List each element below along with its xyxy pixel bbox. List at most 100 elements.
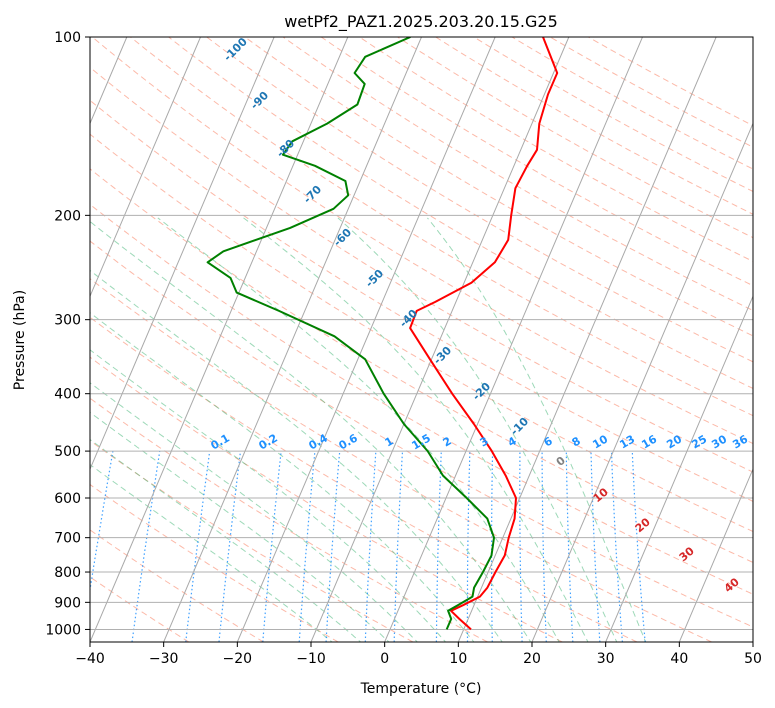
mixing-ratio-label: 25 [689,433,709,452]
mixing-ratio-label: 10 [590,432,610,451]
moist-adiabat [427,217,647,642]
x-tick-label: −40 [75,651,105,667]
moist-adiabat [90,312,475,642]
dry-adiabat [130,37,753,417]
dewpoint-profile [206,37,495,630]
series-layer [206,37,559,631]
dry-adiabat [435,37,753,215]
moist-adiabat [157,217,560,642]
y-tick-label: 100 [54,30,81,46]
dry-adiabat [90,240,753,628]
moist-adiabat [337,217,618,642]
isotherm-line [752,640,753,642]
mixing-ratio-line [298,451,316,642]
y-tick-label: 500 [54,444,81,460]
temperature-profile [409,37,559,631]
y-tick-label: 1000 [45,622,81,638]
x-tick-label: −30 [149,651,179,667]
mixing-ratio-line [185,451,211,642]
mixing-ratio-line [262,451,282,642]
y-tick-label: 700 [54,531,81,547]
tick-layer: −40 −30 −20 −10 0 10 20 30 40 5010020030040050060… [45,30,762,667]
isotherm-label: -100 [221,35,250,64]
mixing-ratio-line [590,451,601,642]
isotherm-line [384,37,643,642]
plot-frame [89,36,754,643]
isotherm-line [457,37,717,642]
dry-adiabat [90,440,414,642]
y-tick-label: 900 [54,595,81,611]
isotherm-label: -60 [331,226,354,249]
mixing-ratio-label: 0.6 [337,431,361,452]
x-axis-label: Temperature (°C) [360,681,482,697]
mixing-ratio-label: 0.1 [209,431,232,452]
chart-title: wetPf2_PAZ1.2025.203.20.15.G25 [284,12,558,32]
isotherm-label: -70 [301,183,324,206]
isotherm-label: -90 [248,89,271,112]
isotherm-line [90,37,275,471]
mixing-ratio-line [610,451,623,642]
dry-adiabat-label: 30 [677,544,697,564]
mixing-ratio-label: 36 [730,432,750,451]
x-tick-label: 0 [380,651,389,667]
dry-adiabat [90,483,339,642]
dry-adiabat [359,37,753,263]
mixing-ratio-line [631,451,646,642]
dry-adiabat [90,397,488,642]
dry-adiabat [90,203,753,595]
dry-adiabat [90,576,190,642]
mixing-ratio-label: 30 [709,432,729,451]
x-tick-label: 50 [744,651,762,667]
dry-adiabat [168,37,753,389]
dry-adiabat [91,37,753,445]
dry-adiabat-label: 40 [722,575,742,595]
y-tick-label: 400 [54,387,81,403]
mixing-ratio-line [466,451,471,642]
mixing-ratio-label: 20 [664,432,684,451]
dry-adiabat [90,133,753,533]
dry-adiabat [90,99,753,502]
mixing-ratio-label: 0.4 [307,431,331,452]
dry-adiabat [90,316,638,642]
x-tick-label: 10 [449,651,467,667]
dry-adiabat [511,37,753,170]
dry-adiabat [549,37,753,148]
dry-adiabat-label: 10 [591,485,611,505]
isotherm-line [90,37,201,298]
moist-adiabat [90,349,447,642]
moist-adiabat [90,382,418,642]
isotherm-line [90,37,349,642]
y-axis-label: Pressure (hPa) [12,290,28,390]
isotherm-line [531,122,753,642]
mixing-ratio-label: 2 [441,434,454,449]
dry-adiabat [282,37,753,312]
isotherm-line [236,37,496,642]
grid-layer [90,37,753,642]
isotherm-line [678,467,753,642]
mixing-ratio-label: 6 [542,434,555,449]
mixing-ratio-line [519,451,523,642]
moist-adiabat [90,411,390,642]
dry-adiabat [90,529,264,642]
moist-adiabat [90,220,532,642]
x-tick-label: 40 [670,651,688,667]
moist-adiabat [90,269,503,642]
dry-adiabat [244,37,753,337]
isotherm-line [605,295,753,642]
mixing-ratio-line [565,451,574,642]
y-tick-label: 200 [54,208,81,224]
dry-adiabat [90,356,563,642]
isotherm-line [310,37,570,642]
x-tick-label: −20 [223,651,253,667]
y-tick-label: 800 [54,565,81,581]
isotherm-label: -50 [363,267,386,290]
isotherm-label: -30 [431,344,454,367]
moist-adiabat [243,217,589,642]
x-tick-label: 20 [523,651,541,667]
y-tick-label: 600 [54,491,81,507]
dry-adiabat [90,278,712,642]
mixing-ratio-line [90,450,114,594]
mixing-ratio-line [364,451,377,642]
isotherm-label: -20 [470,380,493,403]
